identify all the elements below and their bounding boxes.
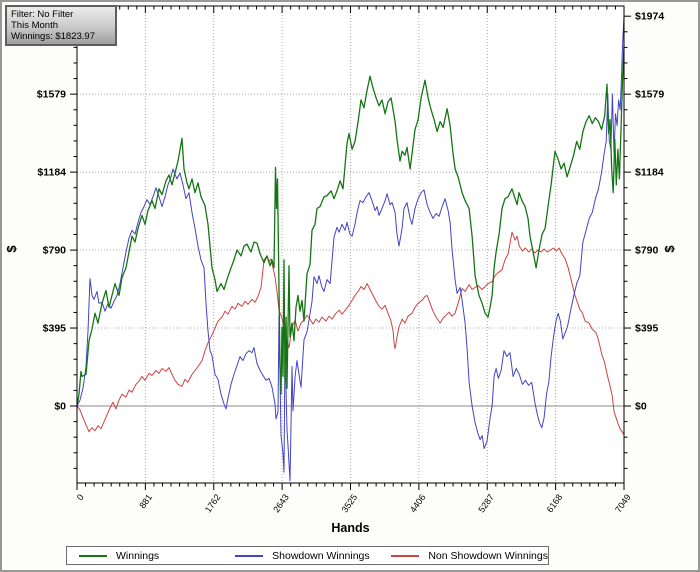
plot-area bbox=[77, 6, 624, 483]
non-showdown-winnings-line bbox=[77, 231, 624, 435]
y-tick-label-right: $1974 bbox=[635, 11, 664, 23]
legend-label-winnings: Winnings bbox=[116, 549, 160, 562]
x-tick-label: 2643 bbox=[271, 492, 291, 514]
filter-info-box: Filter: No Filter This Month Winnings: $… bbox=[5, 5, 117, 46]
x-tick-label: 3525 bbox=[340, 492, 360, 514]
y-tick-label-left: $790 bbox=[43, 245, 67, 257]
y-axis-unit-left: $ bbox=[4, 245, 19, 253]
x-tick-label: 6168 bbox=[545, 492, 565, 514]
y-tick-label-right: $790 bbox=[635, 245, 659, 257]
y-tick-label-left: $1184 bbox=[37, 167, 66, 179]
y-axis-unit-right: $ bbox=[662, 245, 677, 253]
winnings-line bbox=[77, 45, 624, 407]
y-tick-label-left: $395 bbox=[43, 323, 67, 335]
legend-item-showdown-winnings[interactable]: Showdown Winnings bbox=[223, 550, 379, 562]
filter-text: Filter: No Filter bbox=[11, 9, 74, 20]
y-tick-label-left: $1579 bbox=[37, 89, 66, 101]
non-showdown-winnings-line-swatch bbox=[391, 554, 420, 557]
winnings-line-swatch bbox=[79, 554, 107, 557]
winnings-total-text: Winnings: $1823.97 bbox=[11, 31, 95, 42]
showdown-winnings-line-swatch bbox=[235, 554, 264, 557]
y-tick-label-right: $1184 bbox=[635, 167, 664, 179]
y-tick-label-right: $0 bbox=[635, 401, 647, 413]
period-text: This Month bbox=[11, 20, 58, 31]
x-tick-label: 0 bbox=[75, 492, 86, 502]
x-tick-label: 1762 bbox=[203, 492, 223, 514]
legend-label-non-showdown-winnings: Non Showdown Winnings bbox=[428, 549, 548, 562]
legend: Winnings Showdown Winnings Non Showdown … bbox=[66, 546, 549, 565]
x-axis-title: Hands bbox=[331, 521, 369, 535]
x-tick-label: 4406 bbox=[408, 492, 428, 514]
legend-item-non-showdown-winnings[interactable]: Non Showdown Winnings bbox=[379, 550, 548, 562]
y-tick-label-left: $0 bbox=[54, 401, 66, 413]
y-tick-label-right: $1579 bbox=[635, 89, 664, 101]
x-tick-label: 5287 bbox=[476, 492, 496, 514]
y-tick-label-right: $395 bbox=[635, 323, 659, 335]
x-tick-label: 7049 bbox=[613, 492, 633, 514]
showdown-winnings-line bbox=[77, 16, 624, 482]
legend-label-showdown-winnings: Showdown Winnings bbox=[272, 549, 370, 562]
x-tick-label: 881 bbox=[137, 492, 154, 510]
legend-item-winnings[interactable]: Winnings bbox=[67, 550, 223, 562]
